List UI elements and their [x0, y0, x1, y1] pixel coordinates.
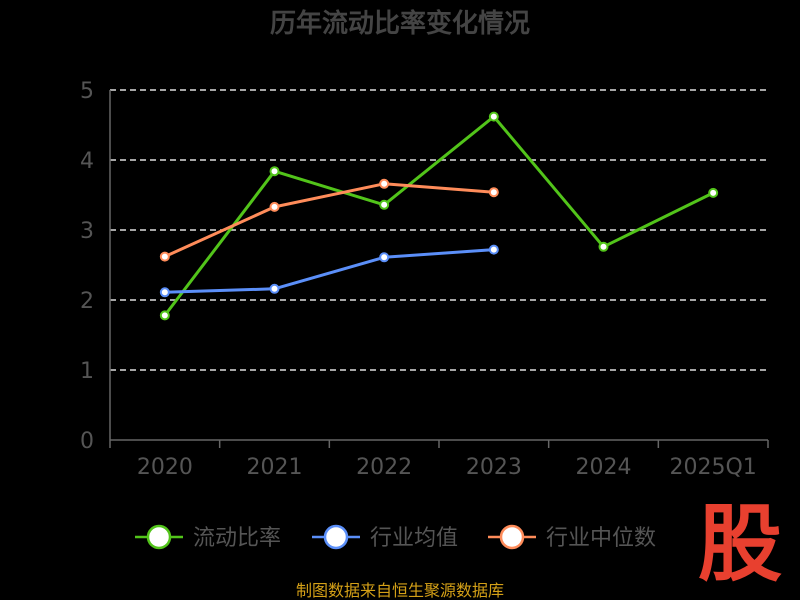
axes: 0 1 2 3 4 5 2020 2021 2022 2023 2024 2025Q1	[80, 79, 769, 480]
x-tick-label: 2020	[137, 455, 193, 480]
legend-label: 流动比率	[193, 526, 281, 551]
series-lines	[159, 111, 719, 321]
data-point	[379, 199, 390, 210]
legend-label: 行业均值	[370, 526, 458, 551]
watermark-logo: 股	[697, 495, 782, 593]
x-tick-label: 2022	[356, 455, 412, 480]
data-point	[488, 111, 499, 122]
x-tick-label: 2021	[247, 455, 303, 480]
source-caption: 制图数据来自恒生聚源数据库	[296, 581, 504, 600]
data-point	[379, 178, 390, 189]
series-line	[164, 182, 494, 258]
legend-marker	[146, 524, 172, 550]
data-point	[159, 310, 170, 321]
data-point	[598, 241, 609, 252]
data-point	[488, 244, 499, 255]
data-point	[159, 251, 170, 262]
data-point	[269, 283, 280, 294]
grid-lines	[110, 89, 768, 371]
y-tick-label: 0	[80, 429, 94, 454]
chart-title: 历年流动比率变化情况	[270, 8, 530, 39]
series-line	[163, 115, 714, 317]
data-point	[488, 187, 499, 198]
y-tick-label: 5	[80, 79, 94, 104]
legend: 流动比率 行业均值 行业中位数	[135, 524, 656, 551]
legend-marker	[499, 524, 525, 550]
y-tick-label: 2	[80, 289, 94, 314]
legend-label: 行业中位数	[546, 526, 656, 551]
legend-marker	[323, 524, 349, 550]
series-line	[164, 248, 494, 294]
data-point	[159, 287, 170, 298]
x-tick-label: 2024	[576, 455, 632, 480]
data-point	[708, 187, 719, 198]
x-tick-label: 2025Q1	[670, 455, 757, 480]
y-tick-label: 4	[80, 149, 94, 174]
data-point	[269, 201, 280, 212]
x-tick-label: 2023	[466, 455, 522, 480]
y-tick-label: 1	[80, 359, 94, 384]
y-tick-label: 3	[80, 219, 94, 244]
data-point	[379, 252, 390, 263]
data-point	[269, 166, 280, 177]
